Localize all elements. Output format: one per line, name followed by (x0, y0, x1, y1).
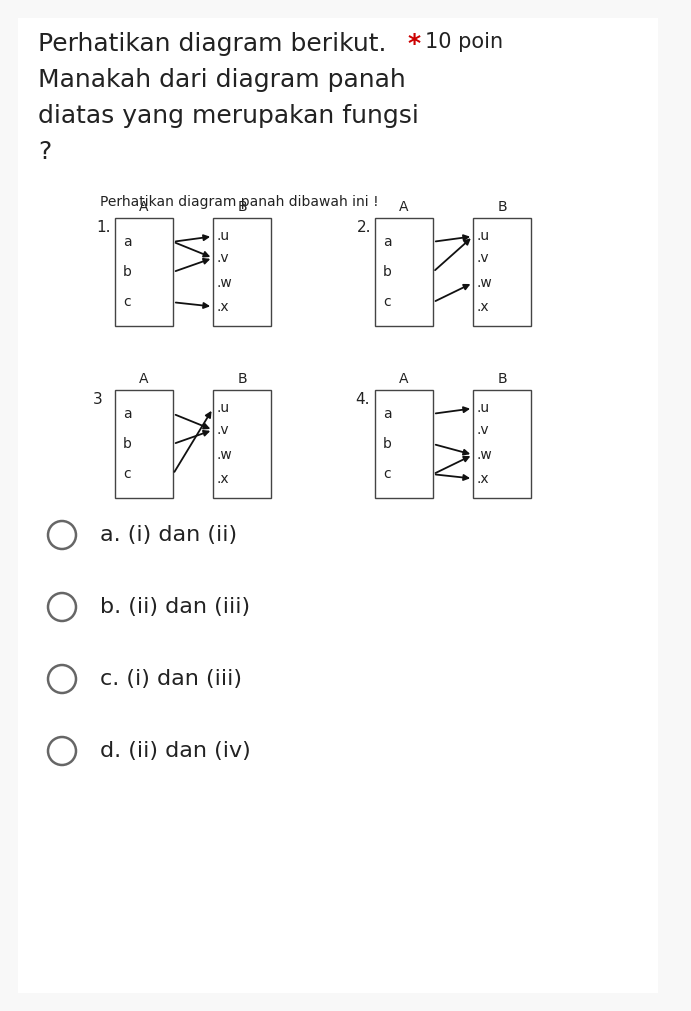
Text: .w: .w (477, 276, 493, 290)
Text: .u: .u (477, 229, 490, 244)
Text: B: B (498, 200, 507, 214)
Bar (115, 390, 173, 498)
Text: a: a (123, 406, 131, 421)
Text: .x: .x (477, 471, 490, 485)
Text: .x: .x (477, 299, 490, 313)
Text: A: A (140, 372, 149, 386)
Text: .w: .w (217, 448, 233, 462)
Text: a: a (123, 235, 131, 249)
Bar (473, 390, 531, 498)
Text: b: b (383, 437, 392, 451)
Text: .x: .x (217, 299, 229, 313)
Text: ?: ? (38, 140, 51, 164)
FancyBboxPatch shape (18, 18, 658, 993)
Text: *: * (408, 32, 421, 56)
Text: Perhatikan diagram panah dibawah ini !: Perhatikan diagram panah dibawah ini ! (100, 195, 379, 209)
Text: 4.: 4. (355, 392, 370, 407)
Text: .v: .v (217, 251, 229, 265)
Text: .w: .w (217, 276, 233, 290)
Text: B: B (237, 200, 247, 214)
Text: c: c (123, 295, 131, 309)
Text: 2.: 2. (357, 220, 372, 235)
Text: .u: .u (477, 401, 490, 416)
Text: a. (i) dan (ii): a. (i) dan (ii) (100, 525, 237, 545)
Text: B: B (237, 372, 247, 386)
Text: .v: .v (477, 251, 490, 265)
Text: Manakah dari diagram panah: Manakah dari diagram panah (38, 68, 406, 92)
Bar (115, 218, 173, 326)
Text: .x: .x (217, 471, 229, 485)
Text: .v: .v (217, 423, 229, 437)
Text: .u: .u (217, 229, 230, 244)
Text: b. (ii) dan (iii): b. (ii) dan (iii) (100, 598, 250, 617)
Bar (375, 390, 433, 498)
Text: b: b (123, 437, 132, 451)
Text: b: b (383, 265, 392, 279)
Text: diatas yang merupakan fungsi: diatas yang merupakan fungsi (38, 104, 419, 128)
Text: b: b (123, 265, 132, 279)
Text: 10 poin: 10 poin (425, 32, 503, 52)
Text: A: A (399, 372, 409, 386)
Text: 3: 3 (93, 392, 103, 407)
Text: c: c (383, 295, 390, 309)
Text: .w: .w (477, 448, 493, 462)
Text: c. (i) dan (iii): c. (i) dan (iii) (100, 669, 242, 690)
Text: .v: .v (477, 423, 490, 437)
Text: Perhatikan diagram berikut.: Perhatikan diagram berikut. (38, 32, 386, 56)
Text: B: B (498, 372, 507, 386)
Text: 1.: 1. (96, 220, 111, 235)
Text: A: A (140, 200, 149, 214)
Text: A: A (399, 200, 409, 214)
Bar (213, 390, 271, 498)
Bar (213, 218, 271, 326)
Bar (375, 218, 433, 326)
Text: a: a (383, 235, 392, 249)
Text: d. (ii) dan (iv): d. (ii) dan (iv) (100, 741, 251, 761)
Text: a: a (383, 406, 392, 421)
Text: c: c (123, 467, 131, 481)
Bar (473, 218, 531, 326)
Text: .u: .u (217, 401, 230, 416)
Text: c: c (383, 467, 390, 481)
